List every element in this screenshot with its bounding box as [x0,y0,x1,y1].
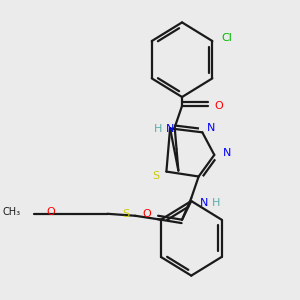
Text: O: O [143,209,152,219]
Text: O: O [214,101,223,111]
Text: S: S [122,209,130,219]
Text: CH₃: CH₃ [3,207,21,217]
Text: H: H [212,198,220,208]
Text: Cl: Cl [222,33,232,43]
Text: N: N [166,124,174,134]
Text: H: H [154,124,162,134]
Text: N: N [223,148,231,158]
Text: O: O [46,207,55,217]
Text: N: N [200,198,208,208]
Text: S: S [152,170,159,181]
Text: N: N [207,123,216,134]
